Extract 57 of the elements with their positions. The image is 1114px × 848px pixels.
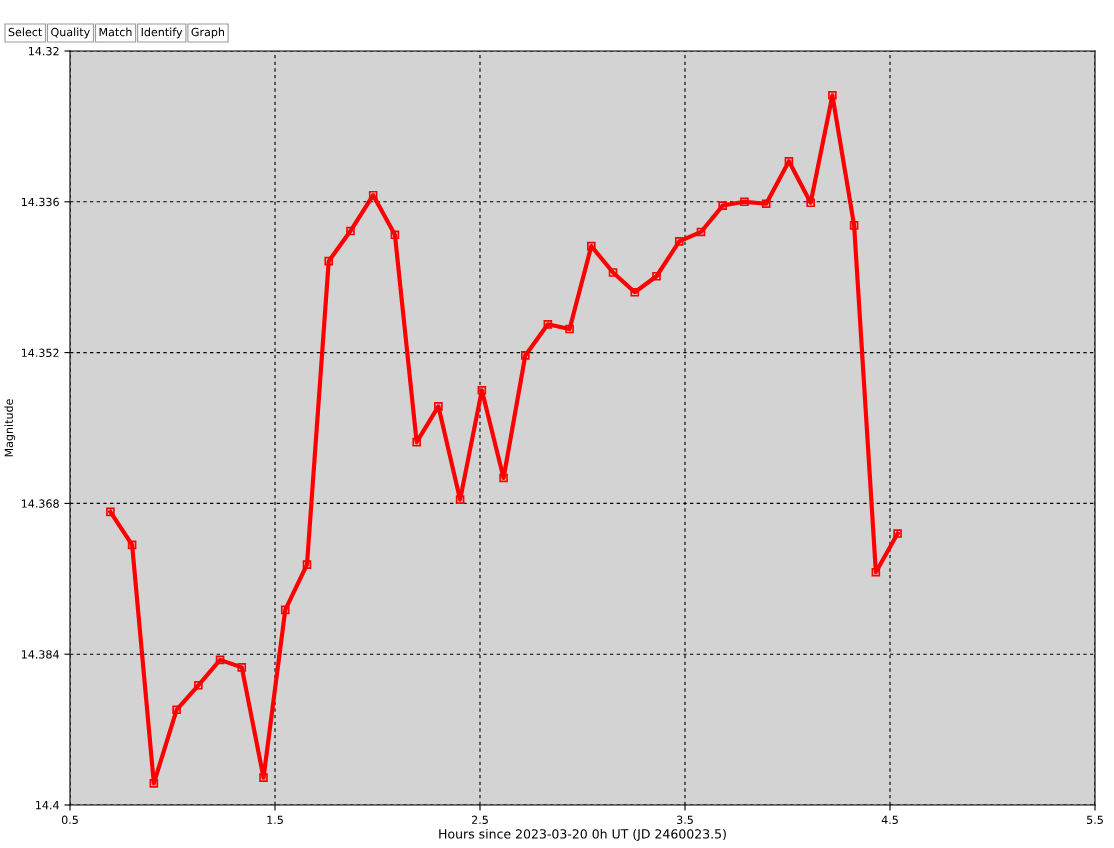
point — [346, 226, 355, 236]
y-tick-label: 14.352 — [21, 348, 59, 357]
point — [499, 473, 508, 483]
y-tick-label: 14.384 — [21, 650, 59, 659]
text: Select — [8, 27, 43, 37]
point — [149, 779, 159, 788]
point — [543, 320, 553, 329]
x-tick-label: 3.5 — [677, 815, 693, 825]
point — [740, 197, 749, 207]
point — [718, 201, 728, 210]
point — [806, 198, 815, 208]
point — [761, 199, 771, 208]
point — [520, 351, 530, 360]
point — [106, 507, 115, 517]
point — [477, 385, 487, 395]
point — [172, 705, 181, 715]
y-tick-label: 14.368 — [21, 499, 59, 508]
point — [849, 221, 859, 230]
point — [565, 324, 574, 334]
point — [652, 271, 661, 281]
point — [194, 680, 203, 690]
y-axis-title: Magnitude — [4, 399, 16, 457]
x-tick-label: 4.5 — [881, 815, 898, 825]
x-axis-title: Hours since 2023-03-20 0h UT (JD 2460023.5) — [439, 828, 726, 841]
point — [608, 268, 618, 277]
x-tick-label: 5.5 — [1087, 815, 1103, 825]
point — [215, 655, 225, 665]
text: Identify — [141, 27, 183, 39]
text: Match — [99, 27, 132, 37]
point — [324, 256, 334, 266]
point — [828, 90, 837, 100]
point — [455, 495, 465, 504]
x-tick-label: 1.5 — [267, 815, 283, 825]
point — [390, 230, 400, 240]
text: Quality — [51, 27, 90, 39]
point — [871, 567, 881, 577]
point — [302, 560, 312, 569]
point — [368, 190, 378, 200]
line-series — [106, 90, 902, 788]
point — [587, 241, 596, 251]
point — [280, 605, 290, 615]
point — [630, 287, 640, 297]
point — [127, 540, 137, 550]
point — [893, 529, 902, 538]
point — [674, 237, 684, 246]
y-tick-label: 14.336 — [21, 197, 59, 207]
point — [237, 663, 247, 672]
point — [434, 402, 443, 411]
point — [412, 437, 421, 447]
x-tick-label: 2.5 — [471, 815, 488, 825]
point — [696, 227, 706, 237]
x-tick-label: 0.5 — [61, 815, 78, 825]
point — [259, 773, 268, 782]
point — [784, 156, 794, 166]
text: Graph — [191, 27, 225, 39]
y-tick-label: 14.4 — [36, 801, 59, 810]
y-tick-label: 14.32 — [28, 46, 59, 56]
